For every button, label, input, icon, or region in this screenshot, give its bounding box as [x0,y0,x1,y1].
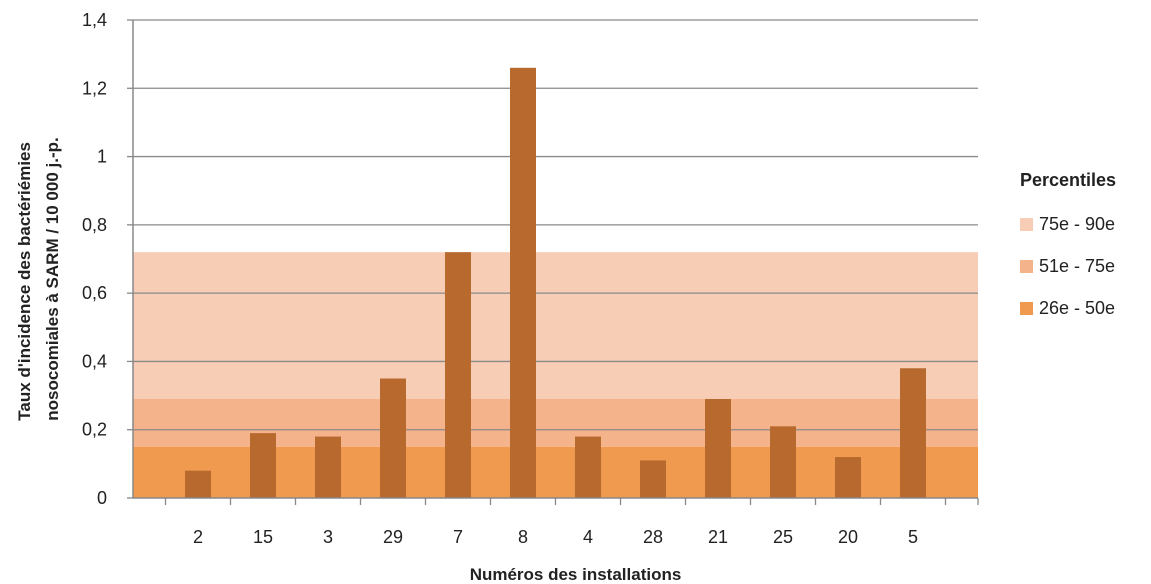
y-tick-label: 1 [97,147,107,167]
y-tick-label: 0,2 [82,420,107,440]
x-tick-label: 21 [708,527,728,547]
bar [445,252,471,498]
x-tick-label: 4 [583,527,593,547]
gridlines [133,19,978,431]
bar [250,433,276,498]
bar [575,436,601,498]
y-tick-label: 0 [97,488,107,508]
bar [315,436,341,498]
y-axis-title: Taux d'incidence des bactériémies nosoco… [15,137,62,420]
x-tick-label: 3 [323,527,333,547]
x-tick-label: 28 [643,527,663,547]
y-tick-labels: 0 0,2 0,4 0,6 0,8 1 1,2 1,4 [82,10,133,508]
bar [770,426,796,498]
bar [705,398,731,498]
x-tick-label: 15 [253,527,273,547]
x-axis-title: Numéros des installations [470,565,682,584]
y-axis-title-line-2: nosocomiales à SARM / 10 000 j.-p. [43,137,62,420]
bar [640,460,666,498]
legend-swatch [1020,217,1033,231]
bar [900,368,926,498]
legend-swatch [1020,301,1033,315]
x-tick-label: 8 [518,527,528,547]
legend-item-75-90: 75e - 90e [1020,213,1116,235]
y-tick-label: 1,4 [82,10,107,30]
legend-title: Percentiles [1020,170,1117,190]
x-tick-label: 25 [773,527,793,547]
legend-label: 26e - 50e [1039,297,1116,318]
bar [185,470,211,498]
legend-label: 51e - 75e [1039,255,1116,276]
y-tick-label: 0,8 [82,215,107,235]
y-tick-label: 0,6 [82,283,107,303]
legend-item-26-50: 26e - 50e [1020,297,1116,319]
legend-label: 75e - 90e [1039,213,1116,234]
legend-item-51-75: 51e - 75e [1020,255,1116,277]
legend-swatch [1020,259,1033,273]
x-tick-label: 2 [193,527,203,547]
x-tick-label: 7 [453,527,463,547]
x-tick-label: 5 [908,527,918,547]
bars [185,67,926,499]
y-tick-label: 0,4 [82,351,107,371]
percentile-band [133,252,978,399]
y-tick-label: 1,2 [82,78,107,98]
bar [380,378,406,498]
x-tick-label: 29 [383,527,403,547]
bar [510,67,536,499]
bar [835,457,861,498]
legend: Percentiles 75e - 90e 51e - 75e 26e - 50… [1020,170,1116,339]
x-tick-label: 20 [838,527,858,547]
x-tick-labels: 2 15 3 29 7 8 4 28 21 25 20 5 [164,498,979,547]
y-axis-title-line-1: Taux d'incidence des bactériémies [15,142,34,421]
